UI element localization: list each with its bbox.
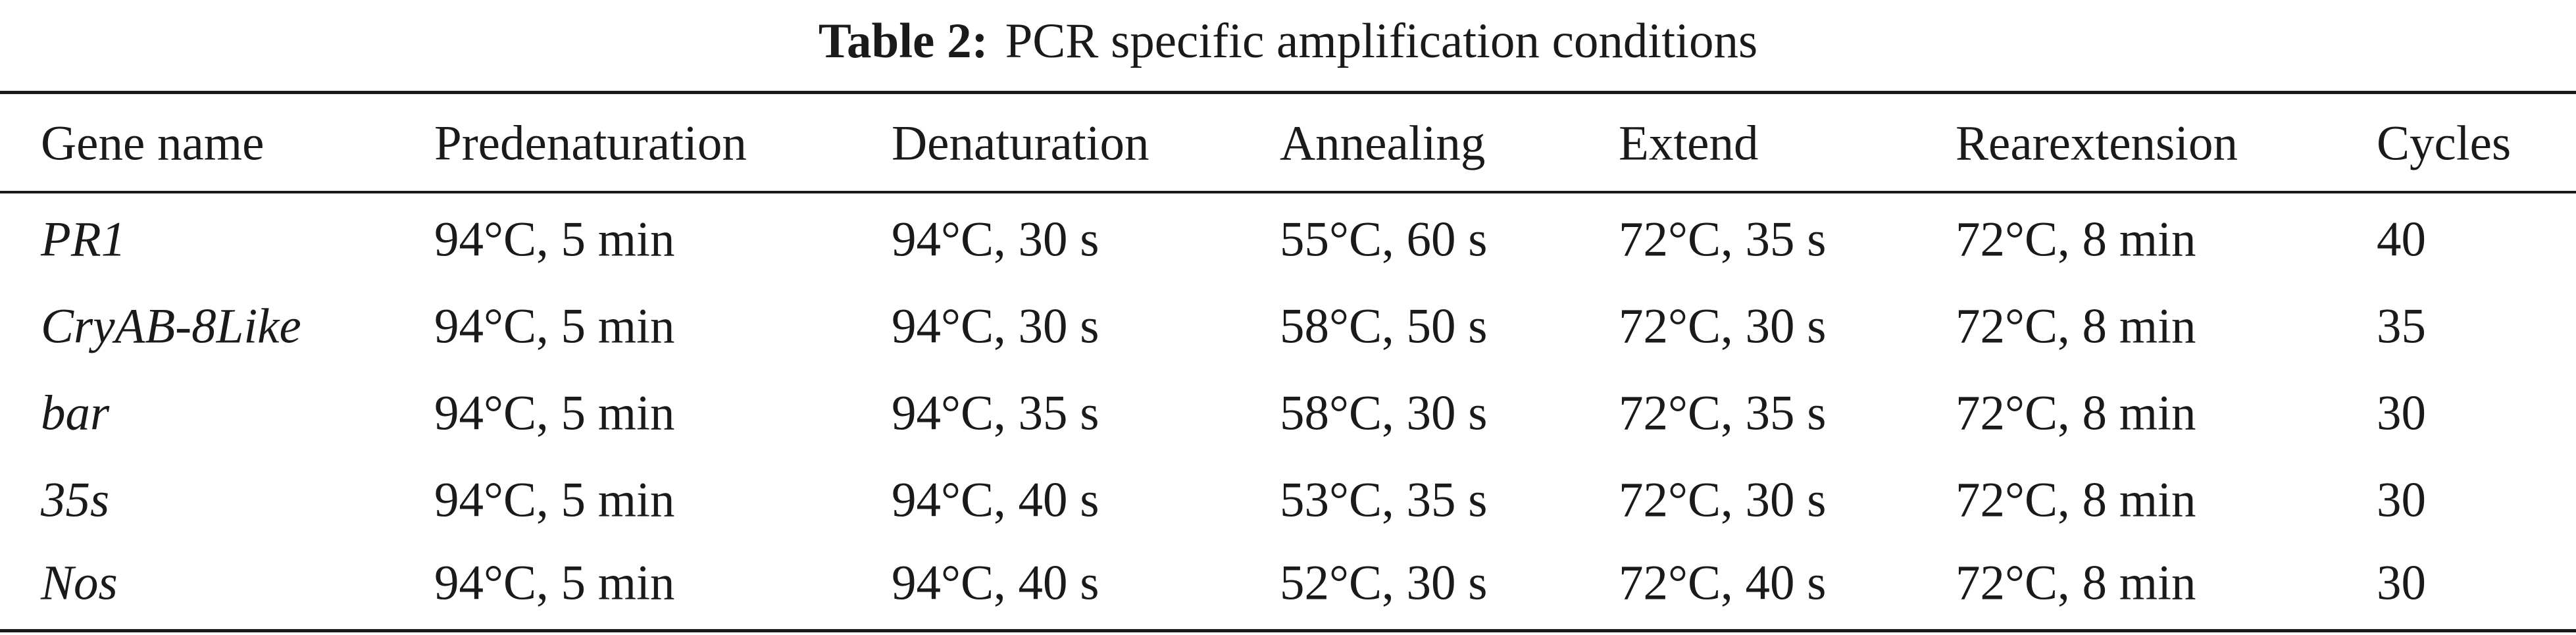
table-row: bar 94°C, 5 min 94°C, 35 s 58°C, 30 s 72… <box>0 370 2576 457</box>
extend-cell: 72°C, 40 s <box>1619 555 1827 611</box>
rearextension-cell: 72°C, 8 min <box>1956 299 2196 354</box>
cycles-cell: 35 <box>2377 299 2426 354</box>
cycles-cell: 30 <box>2377 386 2426 441</box>
gene-name-cell: CryAB-8Like <box>41 299 301 354</box>
denaturation-cell: 94°C, 40 s <box>892 555 1099 611</box>
table-top-rule <box>0 91 2576 94</box>
table-caption: Table 2: PCR specific amplification cond… <box>0 0 2576 82</box>
denaturation-cell: 94°C, 30 s <box>892 299 1099 354</box>
column-header-denaturation: Denaturation <box>892 116 1149 171</box>
extend-cell: 72°C, 35 s <box>1619 386 1827 441</box>
table-header-rule <box>0 191 2576 193</box>
predenaturation-cell: 94°C, 5 min <box>434 472 675 528</box>
annealing-cell: 52°C, 30 s <box>1280 555 1488 611</box>
gene-name-cell: bar <box>41 386 110 441</box>
column-header-cycles: Cycles <box>2377 116 2512 171</box>
gene-name-cell: Nos <box>41 555 118 611</box>
predenaturation-cell: 94°C, 5 min <box>434 555 675 611</box>
table-row: PR1 94°C, 5 min 94°C, 30 s 55°C, 60 s 72… <box>0 196 2576 283</box>
column-header-extend: Extend <box>1619 116 1759 171</box>
predenaturation-cell: 94°C, 5 min <box>434 212 675 267</box>
gene-name-cell: PR1 <box>41 212 126 267</box>
table-bottom-rule <box>0 629 2576 632</box>
annealing-cell: 55°C, 60 s <box>1280 212 1488 267</box>
extend-cell: 72°C, 30 s <box>1619 472 1827 528</box>
annealing-cell: 53°C, 35 s <box>1280 472 1488 528</box>
column-header-predenaturation: Predenaturation <box>434 116 747 171</box>
gene-name-cell: 35s <box>41 472 110 528</box>
denaturation-cell: 94°C, 30 s <box>892 212 1099 267</box>
denaturation-cell: 94°C, 35 s <box>892 386 1099 441</box>
rearextension-cell: 72°C, 8 min <box>1956 386 2196 441</box>
table-header-row: Gene name Predenaturation Denaturation A… <box>0 97 2576 190</box>
table-row: CryAB-8Like 94°C, 5 min 94°C, 30 s 58°C,… <box>0 283 2576 370</box>
cycles-cell: 30 <box>2377 472 2426 528</box>
cycles-cell: 40 <box>2377 212 2426 267</box>
table-row: 35s 94°C, 5 min 94°C, 40 s 53°C, 35 s 72… <box>0 457 2576 544</box>
extend-cell: 72°C, 30 s <box>1619 299 1827 354</box>
column-header-annealing: Annealing <box>1280 116 1486 171</box>
extend-cell: 72°C, 35 s <box>1619 212 1827 267</box>
cycles-cell: 30 <box>2377 555 2426 611</box>
rearextension-cell: 72°C, 8 min <box>1956 472 2196 528</box>
rearextension-cell: 72°C, 8 min <box>1956 212 2196 267</box>
predenaturation-cell: 94°C, 5 min <box>434 386 675 441</box>
column-header-gene-name: Gene name <box>41 116 265 171</box>
column-header-rearextension: Rearextension <box>1956 116 2238 171</box>
rearextension-cell: 72°C, 8 min <box>1956 555 2196 611</box>
annealing-cell: 58°C, 50 s <box>1280 299 1488 354</box>
table-caption-label: Table 2: <box>818 13 988 68</box>
denaturation-cell: 94°C, 40 s <box>892 472 1099 528</box>
table-row: Nos 94°C, 5 min 94°C, 40 s 52°C, 30 s 72… <box>0 540 2576 626</box>
table-caption-text: PCR specific amplification conditions <box>1005 13 1758 68</box>
predenaturation-cell: 94°C, 5 min <box>434 299 675 354</box>
annealing-cell: 58°C, 30 s <box>1280 386 1488 441</box>
